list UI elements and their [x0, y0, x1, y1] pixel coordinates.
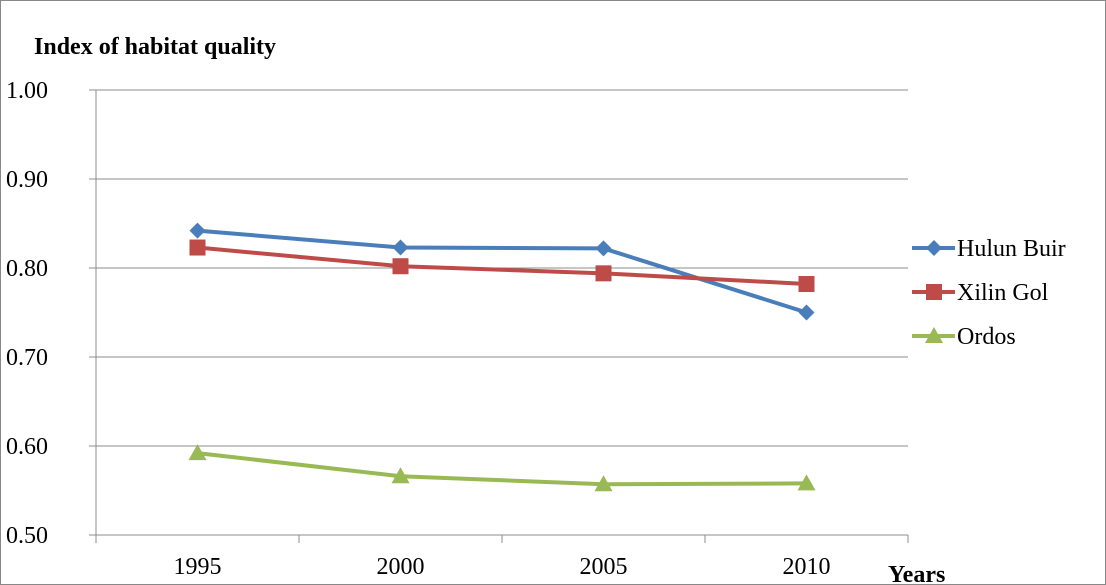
- data-point-hulun-buir: [798, 304, 815, 321]
- x-tick-labels: 1995 2000 2005 2010: [174, 554, 831, 580]
- series-ordos: [188, 444, 816, 492]
- x-tick-label: 2010: [783, 554, 831, 580]
- x-tick-label: 2005: [580, 554, 628, 580]
- data-point-ordos: [797, 474, 816, 491]
- x-tick-label: 2000: [377, 554, 425, 580]
- y-tick-label: 0.50: [6, 523, 48, 549]
- data-point-ordos: [188, 444, 207, 461]
- legend: Hulun Buir Xilin Gol Ordos: [912, 236, 1066, 350]
- legend-label: Hulun Buir: [957, 236, 1066, 262]
- legend-swatch-marker: [926, 284, 942, 300]
- data-point-hulun-buir: [189, 222, 206, 239]
- y-tick-label: 1.00: [6, 78, 48, 104]
- x-axis-label: Years: [888, 562, 945, 585]
- chart-title: Index of habitat quality: [34, 34, 276, 60]
- data-point-xilin-gol: [595, 265, 612, 282]
- legend-item-hulun-buir: Hulun Buir: [912, 236, 1066, 262]
- data-point-xilin-gol: [189, 239, 206, 256]
- data-point-ordos: [594, 475, 613, 492]
- data-point-ordos: [391, 467, 410, 484]
- series-xilin-gol: [189, 239, 815, 293]
- series-lines: [188, 222, 816, 492]
- y-tick-label: 0.80: [6, 256, 48, 282]
- x-tick-label: 1995: [174, 554, 222, 580]
- series-line-ordos: [197, 451, 807, 487]
- y-tick-labels: 0.50 0.60 0.70 0.80 0.90 1.00: [6, 78, 48, 549]
- data-point-xilin-gol: [798, 276, 815, 293]
- legend-item-ordos: Ordos: [912, 324, 1016, 350]
- data-point-hulun-buir: [595, 240, 612, 257]
- data-point-hulun-buir: [392, 239, 409, 256]
- y-tick-label: 0.60: [6, 434, 48, 460]
- legend-swatch-marker: [926, 240, 942, 256]
- legend-label: Xilin Gol: [957, 280, 1049, 306]
- legend-item-xilin-gol: Xilin Gol: [912, 280, 1049, 306]
- legend-swatch-marker: [925, 327, 943, 343]
- y-tick-label: 0.70: [6, 345, 48, 371]
- legend-label: Ordos: [957, 324, 1016, 350]
- series-line-xilin-gol: [197, 245, 807, 287]
- data-point-xilin-gol: [392, 258, 409, 275]
- axes: [89, 89, 909, 543]
- y-tick-label: 0.90: [6, 167, 48, 193]
